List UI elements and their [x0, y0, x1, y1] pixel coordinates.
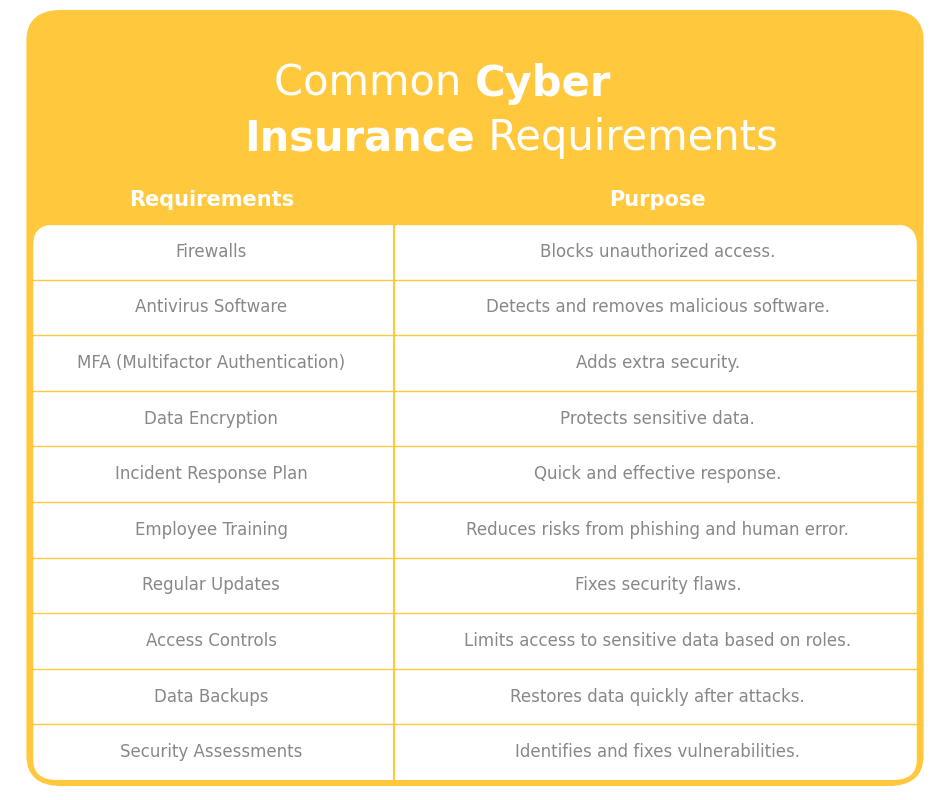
FancyBboxPatch shape	[33, 224, 917, 780]
Text: Restores data quickly after attacks.: Restores data quickly after attacks.	[510, 687, 806, 706]
Text: Security Assessments: Security Assessments	[121, 743, 302, 762]
Text: Regular Updates: Regular Updates	[142, 576, 280, 594]
FancyBboxPatch shape	[28, 12, 922, 784]
Text: Cyber: Cyber	[475, 63, 612, 105]
Text: Firewalls: Firewalls	[176, 243, 247, 261]
Text: Limits access to sensitive data based on roles.: Limits access to sensitive data based on…	[465, 632, 851, 650]
Text: Insurance: Insurance	[244, 118, 475, 159]
Text: Data Encryption: Data Encryption	[144, 410, 278, 427]
Text: Identifies and fixes vulnerabilities.: Identifies and fixes vulnerabilities.	[515, 743, 800, 762]
Text: Detects and removes malicious software.: Detects and removes malicious software.	[486, 298, 829, 317]
Text: Protects sensitive data.: Protects sensitive data.	[560, 410, 755, 427]
Text: MFA (Multifactor Authentication): MFA (Multifactor Authentication)	[77, 354, 346, 372]
Text: Incident Response Plan: Incident Response Plan	[115, 465, 308, 483]
Text: Data Backups: Data Backups	[154, 687, 269, 706]
Text: Requirements: Requirements	[129, 190, 294, 210]
Text: Antivirus Software: Antivirus Software	[135, 298, 288, 317]
Text: Common: Common	[275, 63, 475, 105]
Text: Employee Training: Employee Training	[135, 521, 288, 539]
Text: Fixes security flaws.: Fixes security flaws.	[575, 576, 741, 594]
Text: Reduces risks from phishing and human error.: Reduces risks from phishing and human er…	[466, 521, 849, 539]
Text: Quick and effective response.: Quick and effective response.	[534, 465, 782, 483]
Text: Access Controls: Access Controls	[146, 632, 276, 650]
Text: Adds extra security.: Adds extra security.	[576, 354, 740, 372]
Text: Blocks unauthorized access.: Blocks unauthorized access.	[541, 243, 775, 261]
Text: Purpose: Purpose	[610, 190, 706, 210]
Text: Requirements: Requirements	[475, 118, 778, 159]
